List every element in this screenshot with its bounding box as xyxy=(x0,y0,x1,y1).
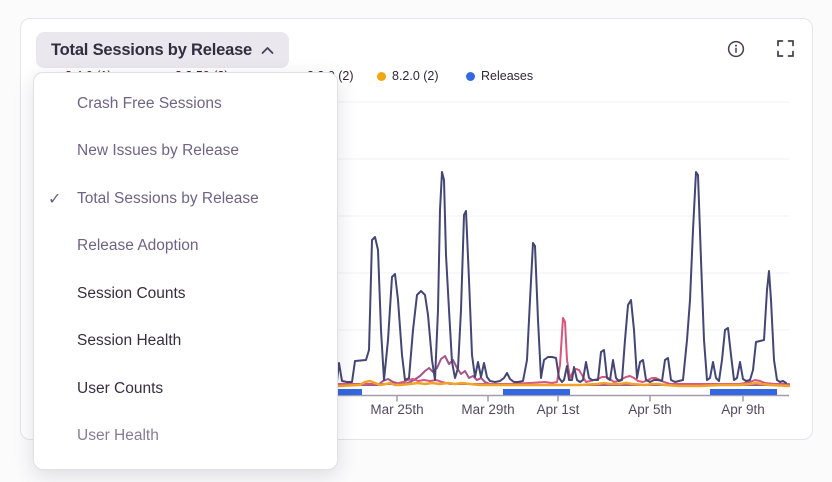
dropdown-item-label: User Health xyxy=(77,427,159,445)
dropdown-item-label: Release Adoption xyxy=(77,237,199,255)
widget-type-dropdown-menu: Crash Free Sessions New Issues by Release… xyxy=(33,72,338,470)
selected-check-icon: ✓ xyxy=(48,190,62,208)
legend-label: 8.2.0 (2) xyxy=(392,69,439,83)
x-axis-tick-label: Apr 5th xyxy=(628,402,672,417)
legend-label: Releases xyxy=(481,69,534,83)
legend-dot-icon xyxy=(377,71,386,81)
x-axis-tick-label: Mar 25th xyxy=(370,402,423,417)
release-bar[interactable] xyxy=(503,389,570,395)
expand-icon[interactable] xyxy=(777,40,794,57)
dropdown-item-label: Crash Free Sessions xyxy=(77,94,222,112)
x-axis-tick-label: Apr 9th xyxy=(721,402,765,417)
chevron-up-icon xyxy=(261,46,274,54)
dropdown-item-user-counts[interactable]: User Counts xyxy=(34,365,337,413)
dropdown-item-session-health[interactable]: Session Health xyxy=(34,318,337,366)
legend-item-8-2-0-2-[interactable]: 8.2.0 (2) xyxy=(377,69,439,83)
x-axis-tick-label: Apr 1st xyxy=(537,402,580,417)
info-icon[interactable] xyxy=(727,40,745,58)
dropdown-item-crash-free-sessions[interactable]: Crash Free Sessions xyxy=(34,80,337,128)
widget-title-dropdown-trigger[interactable]: Total Sessions by Release xyxy=(36,32,290,68)
dropdown-item-label: User Counts xyxy=(77,379,164,397)
widget-title: Total Sessions by Release xyxy=(51,40,253,59)
release-bar[interactable] xyxy=(710,389,777,395)
widget-header-actions xyxy=(727,40,794,58)
dropdown-item-label: Total Sessions by Release xyxy=(77,189,259,207)
series-line-8-2-0-2- xyxy=(335,379,791,388)
legend-item-releases[interactable]: Releases xyxy=(466,69,533,83)
dropdown-item-total-sessions-by-release[interactable]: ✓ Total Sessions by Release xyxy=(34,175,337,223)
dropdown-item-new-issues-by-release[interactable]: New Issues by Release xyxy=(34,128,337,176)
series-line-8-4-0-1- xyxy=(336,171,787,384)
dropdown-item-label: Session Health xyxy=(77,332,182,350)
legend-dot-icon xyxy=(466,71,475,81)
dropdown-item-session-counts[interactable]: Session Counts xyxy=(34,270,337,318)
dropdown-item-label: New Issues by Release xyxy=(77,142,239,160)
dropdown-item-label: Session Counts xyxy=(77,284,186,302)
release-bar[interactable] xyxy=(337,389,362,395)
dropdown-item-user-health[interactable]: User Health xyxy=(34,413,337,461)
dropdown-item-release-adoption[interactable]: Release Adoption xyxy=(34,223,337,271)
x-axis-tick-label: Mar 29th xyxy=(461,402,514,417)
